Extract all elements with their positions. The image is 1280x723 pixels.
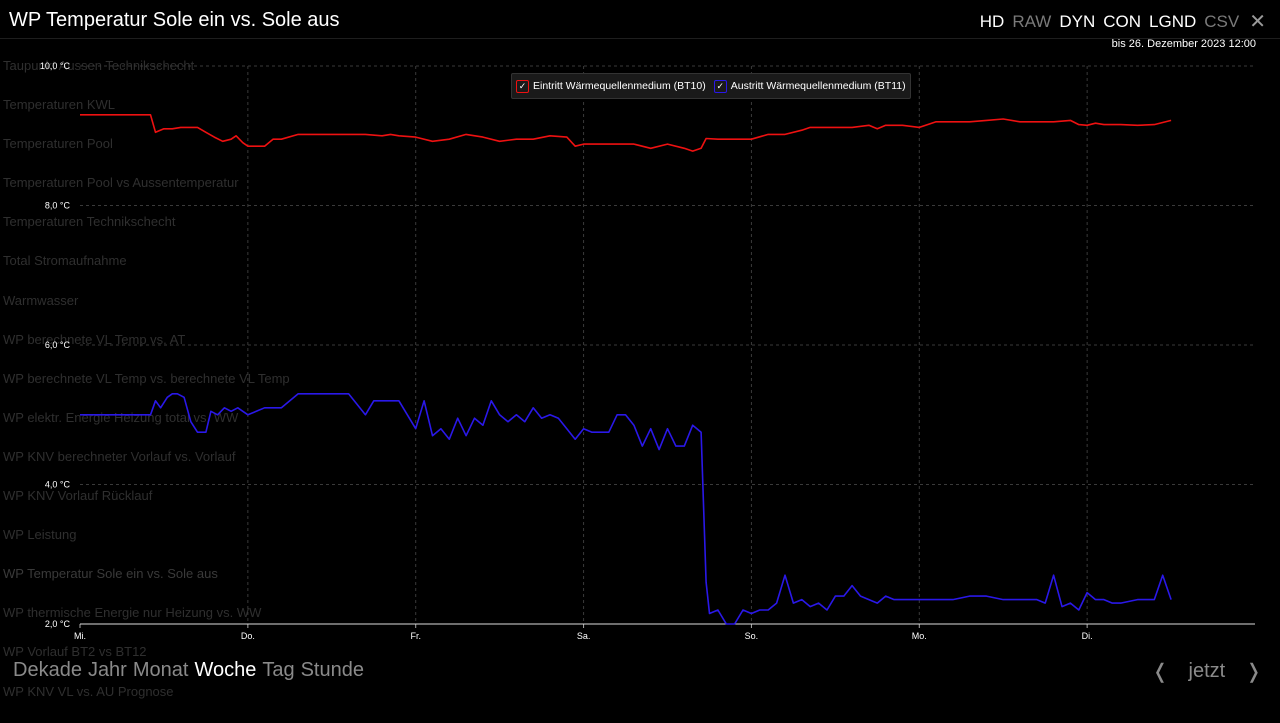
mode-toolbar: HD RAW DYN CON LGND CSV ✕ [980,9,1266,34]
mode-con-toggle[interactable]: CON [1103,11,1142,31]
y-tick-label: 10,0 °C [40,61,71,71]
page-title: WP Temperatur Sole ein vs. Sole aus [9,9,340,31]
background-chart-item[interactable]: WP thermische Energie nur Heizung vs. WW [3,605,262,621]
legend-item[interactable]: ✓ Eintritt Wärmequellenmedium (BT10) [516,79,706,93]
y-tick-label: 4,0 °C [45,480,71,490]
legend-label: Austritt Wärmequellenmedium (BT11) [730,80,906,92]
y-tick-label: 8,0 °C [45,201,71,211]
background-chart-item[interactable]: WP elektr. Energie Heizung total vs. WW [3,409,239,425]
time-navigation: ❬ jetzt ❭ [1152,659,1262,684]
mode-raw-toggle[interactable]: RAW [1012,11,1052,31]
background-chart-item[interactable]: WP KNV berechneter Vorlauf vs. Vorlauf [3,448,236,464]
x-tick-label: Di. [1082,631,1093,641]
background-chart-item[interactable]: Temperaturen Pool vs Aussentemperatur [3,175,239,191]
mode-csv-toggle[interactable]: CSV [1204,11,1240,31]
footer-bar: Dekade Jahr Monat Woche Tag Stunde ❬ jetzt ❭ [0,654,1280,689]
period-dekade[interactable]: Dekade [13,659,82,681]
close-icon[interactable]: ✕ [1249,11,1266,33]
background-chart-item[interactable]: Temperaturen KWL [3,97,115,113]
check-icon[interactable]: ✓ [713,79,727,93]
background-chart-item[interactable]: WP Vorlauf BT2 vs BT12 [3,644,147,660]
chevron-left-icon[interactable]: ❬ [1151,661,1169,683]
background-chart-list: Taupunkt Aussen Technikschecht Temperatur… [3,58,323,723]
period-stunde[interactable]: Stunde [300,659,364,681]
background-chart-item[interactable]: Warmwasser [3,292,79,308]
x-tick-label: So. [745,631,759,641]
line-chart: 2,0 °C 4,0 °C 6,0 °C 8,0 °C 10,0 °C Mi. Do. Fr.… [40,61,1255,641]
mode-hd-toggle[interactable]: HD [979,11,1005,31]
date-range-label: bis 26. Dezember 2023 12:00 [1111,38,1256,50]
period-tag[interactable]: Tag [262,659,295,681]
header-bar: WP Temperatur Sole ein vs. Sole aus HD RA… [0,0,1280,39]
series-line [80,392,1172,625]
mode-lgnd-toggle[interactable]: LGND [1149,11,1197,31]
x-tick-label: Mo. [912,631,927,641]
period-selector: Dekade Jahr Monat Woche Tag Stunde [13,659,364,682]
chart-legend: ✓ Eintritt Wärmequellenmedium (BT10) ✓ Aust… [511,73,911,99]
background-chart-item[interactable]: Total Stromaufnahme [3,253,127,269]
chevron-right-icon[interactable]: ❭ [1245,661,1262,683]
x-tick-label: Do. [241,631,255,641]
background-chart-item[interactable]: WP Leistung [3,527,77,543]
x-tick-label: Mi. [74,631,86,641]
background-chart-item[interactable]: WP KNV Vorlauf Rücklauf [3,488,153,504]
background-chart-item[interactable]: WP berechnete VL Temp vs. berechnete VL … [3,370,290,386]
background-chart-item[interactable]: Temperaturen Pool [3,136,113,152]
y-tick-label: 2,0 °C [45,619,71,629]
period-jahr[interactable]: Jahr [87,659,127,681]
background-chart-item[interactable]: WP Temperatur Sole ein vs. Sole aus [3,566,218,582]
now-button[interactable]: jetzt [1188,660,1226,682]
background-chart-item[interactable]: WP berechnete VL Temp vs. AT [3,331,186,347]
background-chart-item[interactable]: WP KNV VL vs. AU Prognose [3,683,174,699]
y-tick-label: 6,0 °C [45,340,71,350]
check-icon[interactable]: ✓ [516,79,529,93]
legend-item[interactable]: ✓ Austritt Wärmequellenmedium (BT11) [713,79,906,93]
x-tick-label: Sa. [577,631,591,641]
series-line [80,114,1172,152]
mode-dyn-toggle[interactable]: DYN [1059,11,1096,31]
period-woche[interactable]: Woche [194,659,257,681]
x-tick-label: Fr. [410,631,421,641]
legend-label: Eintritt Wärmequellenmedium (BT10) [533,80,706,92]
background-chart-item[interactable]: Temperaturen Technikschecht [3,214,176,230]
period-monat[interactable]: Monat [132,659,189,681]
